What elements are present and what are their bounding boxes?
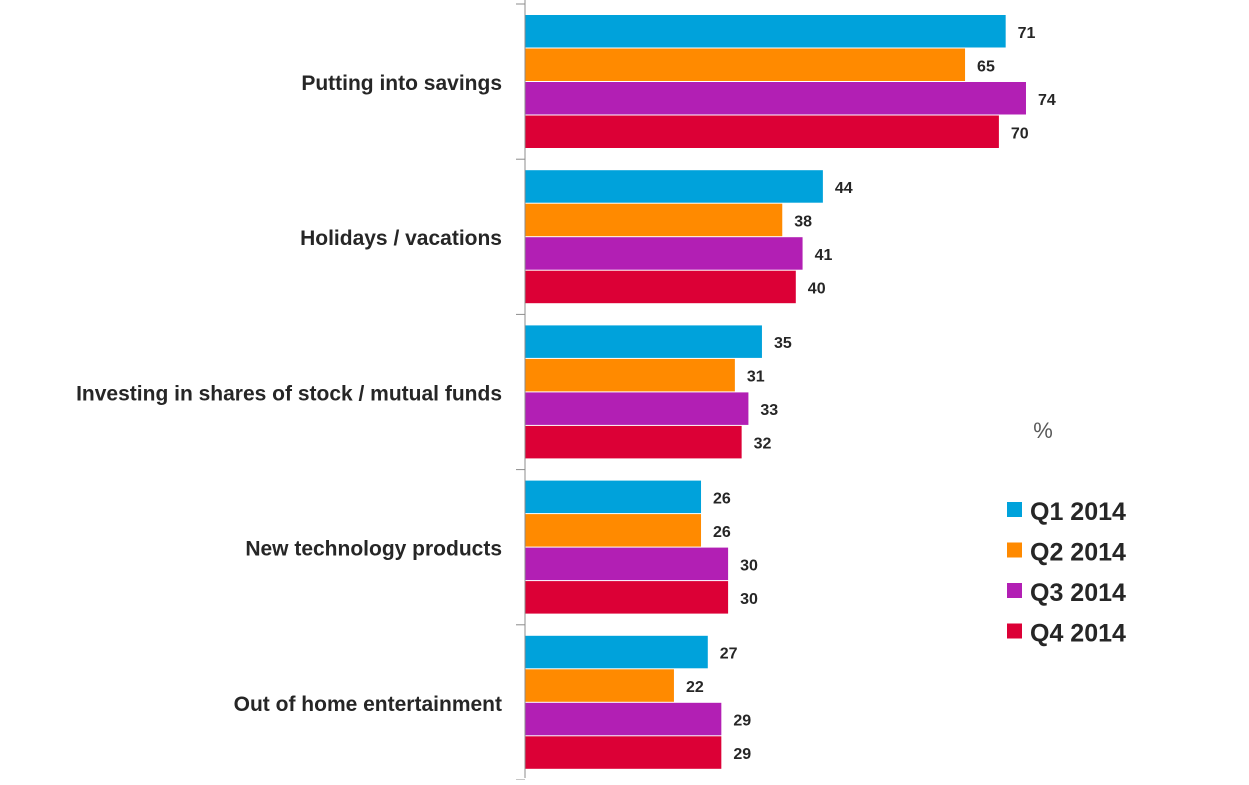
data-label: 40 — [808, 280, 826, 297]
bar — [525, 325, 762, 358]
bar — [525, 358, 735, 392]
data-label: 44 — [835, 180, 853, 197]
legend-label: Q3 2014 — [1030, 579, 1126, 607]
bar — [525, 237, 803, 270]
category-label: New technology products — [245, 538, 502, 561]
bar — [525, 392, 749, 425]
bar — [525, 736, 722, 769]
data-label: 29 — [733, 713, 751, 730]
legend-label: Q2 2014 — [1030, 539, 1126, 567]
data-label: 71 — [1018, 25, 1036, 42]
bar — [525, 82, 1026, 115]
bar — [525, 669, 674, 702]
bar — [525, 170, 823, 203]
bar — [525, 270, 796, 304]
legend-label: Q4 2014 — [1030, 620, 1126, 648]
category-label: Investing in shares of stock / mutual fu… — [76, 382, 502, 405]
data-label: 26 — [713, 490, 731, 507]
data-label: 26 — [713, 524, 731, 541]
data-label: 33 — [760, 402, 778, 419]
legend-swatch — [1007, 623, 1022, 639]
unit-label: % — [1033, 418, 1053, 443]
data-label: 41 — [815, 247, 833, 264]
bar — [525, 48, 966, 81]
labels-layer: Putting into savings 71 65 74 70 Holidays / v… — [76, 25, 1056, 763]
category-label: Holidays / vacations — [300, 227, 502, 250]
bar — [525, 425, 742, 459]
legend-swatch — [1007, 583, 1022, 598]
data-label: 30 — [740, 591, 758, 608]
bar — [525, 702, 722, 736]
legend-swatch — [1007, 502, 1022, 517]
legend-swatch — [1007, 542, 1022, 558]
data-label: 70 — [1011, 125, 1029, 142]
bar — [525, 480, 702, 514]
data-label: 30 — [740, 557, 758, 574]
data-label: 22 — [686, 679, 704, 696]
bar — [525, 203, 783, 237]
axis-layer — [516, 0, 526, 781]
data-label: 32 — [754, 436, 772, 453]
bar — [525, 581, 729, 614]
data-label: 35 — [774, 335, 792, 352]
data-label: 27 — [720, 646, 738, 663]
bars-layer — [525, 15, 1026, 769]
bar — [525, 115, 999, 148]
data-label: 31 — [747, 369, 765, 386]
bar — [525, 514, 702, 547]
bar — [525, 635, 708, 669]
data-label: 29 — [733, 746, 751, 763]
bar — [525, 15, 1006, 48]
category-label: Out of home entertainment — [234, 693, 502, 716]
legend-label: Q1 2014 — [1030, 498, 1126, 526]
bar — [525, 547, 729, 581]
legend: % Q1 2014 Q2 2014 Q3 2014 Q4 2014 — [1007, 418, 1126, 648]
data-label: 65 — [977, 58, 995, 75]
data-label: 38 — [794, 213, 812, 230]
category-label: Putting into savings — [301, 72, 502, 95]
data-label: 74 — [1038, 92, 1056, 109]
